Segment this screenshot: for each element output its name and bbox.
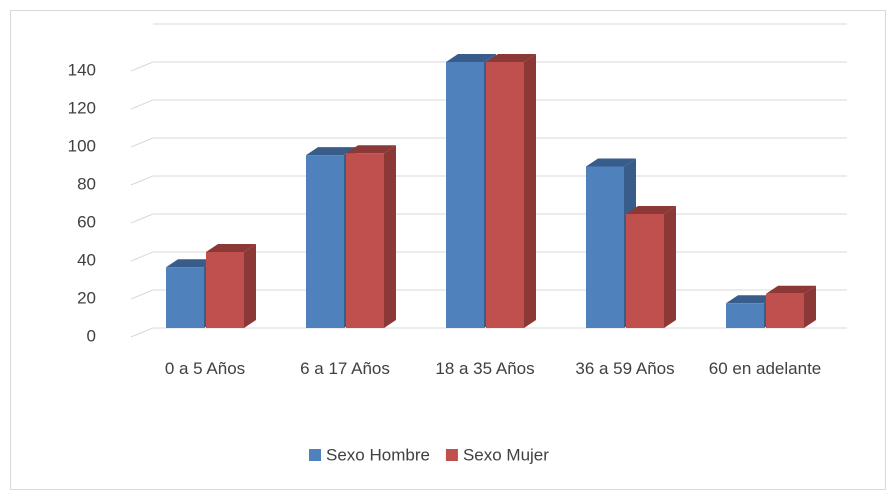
y-tick-label: 140 xyxy=(68,60,96,79)
grid-depth xyxy=(130,251,154,262)
bar-top xyxy=(446,54,496,62)
bar-top xyxy=(766,285,816,294)
bar-top xyxy=(486,54,536,62)
bar xyxy=(206,252,244,328)
x-tick-label: 60 en adelante xyxy=(708,359,822,378)
bar-side xyxy=(804,285,816,328)
grid-depth xyxy=(130,289,154,300)
x-tick-label: 18 a 35 Años xyxy=(435,359,535,378)
bar xyxy=(166,267,204,328)
bar-side xyxy=(664,206,676,328)
grid-depth xyxy=(130,99,154,110)
bar xyxy=(446,62,484,328)
grid-depth xyxy=(130,213,154,224)
bar xyxy=(486,62,524,328)
y-tick-label: 40 xyxy=(77,250,96,269)
bar-top xyxy=(306,147,356,156)
bar xyxy=(586,166,624,328)
bar-side xyxy=(524,54,536,328)
bar xyxy=(626,214,664,328)
bar xyxy=(766,293,804,328)
y-tick-label: 20 xyxy=(77,288,96,307)
y-tick-label: 100 xyxy=(68,136,96,155)
bar xyxy=(726,303,764,328)
grid-depth xyxy=(130,175,154,186)
bar-top xyxy=(626,206,676,214)
bar-top xyxy=(586,158,636,167)
legend-label: Sexo Mujer xyxy=(463,445,549,464)
legend-swatch xyxy=(445,449,458,461)
y-tick-label: 120 xyxy=(68,98,96,117)
bar xyxy=(306,155,344,328)
bar-top xyxy=(206,244,256,252)
bar-top xyxy=(346,145,396,154)
grid-depth xyxy=(130,61,154,72)
x-tick-label: 36 a 59 Años xyxy=(575,359,675,378)
y-tick-label: 60 xyxy=(77,212,96,231)
y-tick-label: 80 xyxy=(77,174,96,193)
bar-top xyxy=(166,259,216,268)
legend-swatch xyxy=(309,449,321,461)
x-tick-label: 6 a 17 Años xyxy=(300,359,390,378)
chart-border xyxy=(10,10,886,490)
legend-label: Sexo Hombre xyxy=(326,445,430,464)
bar-side xyxy=(384,145,396,328)
y-tick-label: 0 xyxy=(87,326,96,345)
bar-side xyxy=(244,244,256,328)
grid-depth xyxy=(130,327,154,338)
bar-top xyxy=(726,295,776,304)
bar xyxy=(346,153,384,328)
grid-depth xyxy=(130,137,154,148)
x-tick-label: 0 a 5 Años xyxy=(164,359,246,378)
